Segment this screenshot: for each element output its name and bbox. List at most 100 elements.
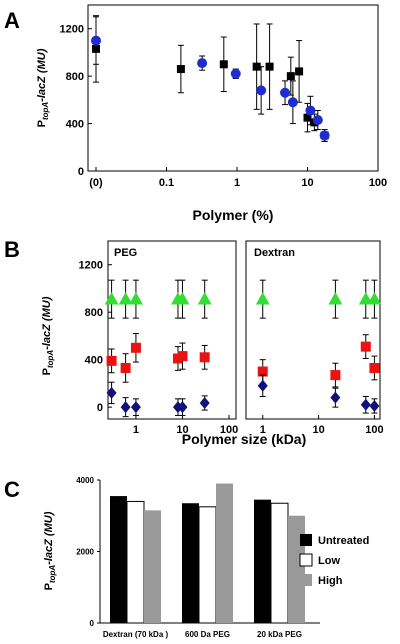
panel-b-p0-s1-point bbox=[130, 342, 141, 353]
panel-a-y-tick-label: 400 bbox=[66, 119, 84, 131]
panel-b-p1-s0-point bbox=[367, 291, 382, 305]
panel-b-p0-s1-point bbox=[120, 362, 131, 373]
panel-b-peg-title: PEG bbox=[114, 247, 137, 259]
panel-c-y-tick-label: 2000 bbox=[76, 548, 94, 557]
panel-a-s0-point bbox=[286, 72, 295, 81]
panel-c-bar-0 bbox=[254, 499, 271, 623]
panel-b-p1-s1-point bbox=[330, 370, 341, 381]
panel-c-y-tick-label: 4000 bbox=[76, 476, 94, 485]
panel-a-s1-point bbox=[91, 35, 101, 46]
panel-a-s0-point bbox=[252, 62, 261, 71]
panel-b-p0-x-tick-label: 100 bbox=[220, 424, 238, 436]
panel-a-s1-point bbox=[319, 130, 330, 141]
panel-c-bar-2 bbox=[288, 515, 305, 623]
panel-c-y-ticks: 0 2000 4000 bbox=[76, 476, 100, 628]
panel-a-x-label: Polymer (%) bbox=[193, 207, 274, 223]
panel-c-legend-swatch-1 bbox=[299, 553, 313, 567]
panel-b-p0-s2-point bbox=[106, 386, 117, 399]
panel-b-y-tick-label: 0 bbox=[97, 402, 103, 414]
panel-b-p1-s1-point bbox=[360, 341, 371, 352]
panel-b-p0-s1-point bbox=[177, 351, 188, 362]
panel-c-y-label: PtopA-lacZ (MU) bbox=[43, 511, 57, 590]
panel-c-legend: Untreated Low High bbox=[299, 534, 369, 587]
panel-a-x-tick-label: 0.1 bbox=[159, 177, 174, 189]
panel-c-bar-1 bbox=[126, 500, 145, 624]
panel-a-y-ticks: 0 400 800 1200 bbox=[60, 24, 92, 178]
panel-a-s1-point bbox=[197, 58, 208, 69]
panel-c-category-label: 20 kDa PEG bbox=[257, 630, 302, 639]
panel-b-p1-s2-point bbox=[330, 391, 341, 404]
panel-b-p1-s0-point bbox=[358, 291, 373, 305]
panel-b-p1-x-tick-label: 1 bbox=[260, 424, 266, 436]
panel-a-s0-point bbox=[295, 67, 304, 76]
panel-b-p0-x-tick-label: 1 bbox=[133, 424, 139, 436]
panel-b-p0-s0-point bbox=[129, 291, 143, 305]
panel-letter-c: C bbox=[4, 477, 20, 502]
panel-b-p1-s1-point bbox=[369, 362, 380, 373]
panel-b-peg-frame bbox=[107, 240, 237, 420]
panel-b-p1-s2-point bbox=[369, 399, 380, 412]
panel-b-p0-x-tick-label: 10 bbox=[176, 424, 188, 436]
panel-b-y-ticks: 0 400 800 1200 bbox=[79, 260, 112, 414]
panel-letter-a: A bbox=[4, 8, 20, 33]
panel-c-bar-0 bbox=[182, 503, 199, 623]
panel-b-p0-s0-point bbox=[104, 291, 119, 305]
panel-b-p0-s0-point bbox=[175, 291, 190, 305]
panel-a-x-ticks: (0) 0.1 1 10 100 bbox=[89, 167, 387, 189]
panel-b-p1-s0-point bbox=[255, 291, 270, 305]
panel-c-category-label: 600 Da PEG bbox=[185, 630, 230, 639]
panel-c-bar-1 bbox=[270, 502, 289, 624]
panel-c-legend-label-1: Low bbox=[318, 555, 340, 567]
panel-c-chart: 0 2000 4000 Dextran (70 kDa ) 600 Da PEG 20 … bbox=[43, 476, 369, 639]
panel-b-p0-s1-point bbox=[199, 352, 210, 363]
panel-b-p0-s0-point bbox=[118, 291, 133, 305]
panel-a-x-tick-label: 1 bbox=[234, 177, 240, 189]
panel-b-dextran-frame bbox=[245, 240, 381, 420]
panel-a-s0-point bbox=[176, 65, 185, 74]
panel-b-p0-s1-point bbox=[106, 355, 117, 366]
panel-b-p0-s2-point bbox=[130, 401, 141, 414]
panel-b-y-tick-label: 800 bbox=[85, 307, 103, 319]
panel-b-p1-x-tick-label: 10 bbox=[312, 424, 324, 436]
panel-a-s1-point bbox=[312, 115, 323, 126]
panel-c-bar-2 bbox=[144, 510, 161, 623]
panel-c-y-tick-label: 0 bbox=[90, 619, 95, 628]
panel-a-frame bbox=[87, 4, 379, 172]
panel-a-s1-point bbox=[230, 68, 241, 79]
panel-b-x-label: Polymer size (kDa) bbox=[182, 431, 307, 447]
panel-b-p0-s2-point bbox=[199, 396, 210, 409]
panel-c-bar-2 bbox=[216, 483, 233, 623]
panel-b-chart: PEG Dextran 0 400 800 1200 1 10 100 1 10 100 Pol… bbox=[41, 240, 384, 447]
panel-b-dextran-title: Dextran bbox=[254, 247, 295, 259]
panel-b-p1-s2-point bbox=[257, 379, 268, 392]
panel-b-y-label: PtopA-lacZ (MU) bbox=[41, 296, 55, 375]
panel-a-y-tick-label: 1200 bbox=[60, 24, 84, 36]
panel-c-bar-0 bbox=[110, 496, 127, 623]
panel-a-marks bbox=[91, 15, 330, 142]
panel-a-y-tick-label: 800 bbox=[66, 71, 84, 83]
panel-c-bar-1 bbox=[198, 506, 217, 624]
panel-c-category-labels: Dextran (70 kDa ) 600 Da PEG 20 kDa PEG bbox=[103, 630, 302, 639]
panel-b-p1-s1-point bbox=[257, 366, 268, 377]
panel-a-s0-point bbox=[265, 62, 274, 71]
panel-b-x-ticks: 1 10 100 1 10 100 bbox=[133, 415, 384, 436]
panel-b-p0-s2-point bbox=[120, 401, 131, 414]
panel-a-x-tick-label: (0) bbox=[89, 177, 103, 189]
panel-b-p1-s2-point bbox=[360, 398, 371, 411]
panel-c-legend-swatch-0 bbox=[300, 534, 312, 546]
panel-b-y-tick-label: 1200 bbox=[79, 260, 103, 272]
panel-a-chart: 0 400 800 1200 (0) 0.1 1 10 100 Polymer (%) Pto… bbox=[36, 4, 387, 223]
panel-b-y-tick-label: 400 bbox=[85, 355, 103, 367]
panel-a-s1-point bbox=[280, 87, 291, 98]
panel-b-p1-s0-point bbox=[328, 291, 343, 305]
panel-c-legend-label-0: Untreated bbox=[318, 535, 369, 547]
panel-c-legend-label-2: High bbox=[318, 575, 343, 587]
panel-b-marks bbox=[104, 279, 382, 418]
panel-a-y-label: PtopA-lacZ (MU) bbox=[36, 48, 50, 127]
panel-b-p0-s0-point bbox=[197, 291, 212, 305]
panel-letter-b: B bbox=[4, 237, 20, 262]
panel-b-p1-x-tick-label: 100 bbox=[365, 424, 383, 436]
panel-a-x-tick-label: 10 bbox=[301, 177, 313, 189]
panel-a-s0-point bbox=[219, 60, 228, 69]
